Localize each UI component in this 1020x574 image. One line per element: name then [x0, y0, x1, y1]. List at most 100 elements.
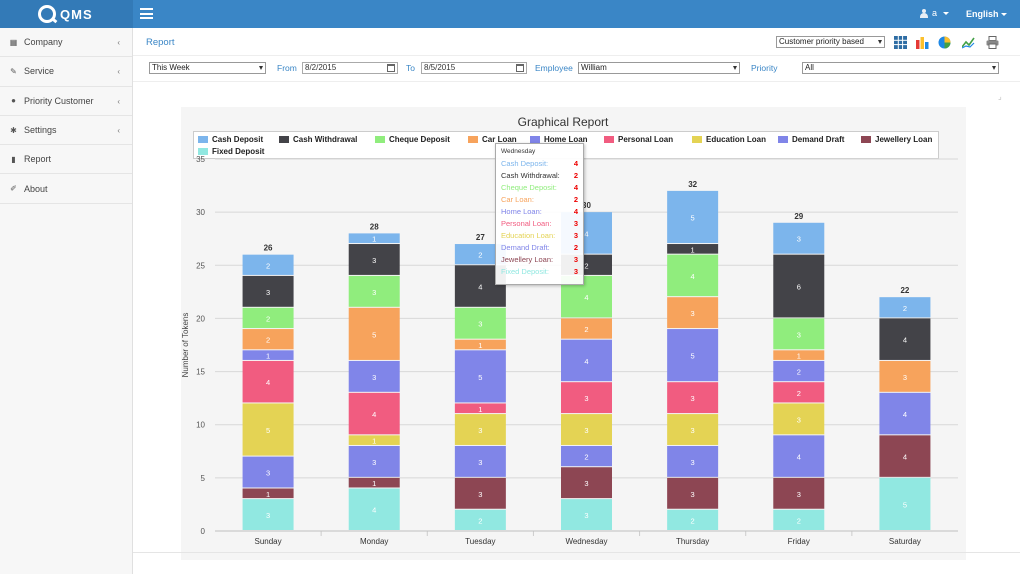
tooltip-value: 3	[573, 218, 578, 228]
bar-segment-label: 2	[903, 304, 907, 313]
legend-swatch	[279, 136, 289, 143]
calendar-icon[interactable]	[516, 64, 524, 72]
print-icon[interactable]	[986, 36, 999, 49]
bar-segment-label: 3	[691, 394, 695, 403]
priority-select[interactable]: All	[802, 62, 999, 74]
tooltip-label: Personal Loan:	[501, 218, 552, 228]
menu-toggle-icon[interactable]	[140, 8, 153, 19]
bar-segment	[773, 382, 825, 403]
chevron-down-icon	[259, 66, 263, 70]
sidebar-item-label: Priority Customer	[24, 95, 94, 106]
tooltip-row: Cheque Deposit: 4	[501, 181, 578, 193]
legend-item[interactable]: Jewellery Loan	[861, 135, 932, 144]
bar-segment	[454, 403, 506, 414]
y-tick-label: 20	[196, 314, 205, 323]
tooltip-row: Fixed Deposit: 3	[501, 265, 578, 277]
app-logo[interactable]: QMS	[38, 3, 93, 25]
line-chart-icon[interactable]	[962, 36, 975, 49]
report-type-select[interactable]: Customer priority based	[776, 36, 885, 48]
bar-segment	[667, 190, 719, 244]
top-navbar: QMS a English	[0, 0, 1020, 28]
bar-segment-label: 2	[797, 368, 801, 377]
sidebar-item-settings[interactable]: ✱ Settings ‹	[0, 116, 132, 146]
bar-segment	[242, 403, 294, 456]
sidebar-item-about[interactable]: ✐ About	[0, 174, 132, 204]
bar-segment-label: 5	[691, 213, 695, 222]
bar-total-label: 29	[794, 212, 803, 221]
sidebar-item-priority-customer[interactable]: ● Priority Customer ‹	[0, 87, 132, 116]
bar-segment	[454, 414, 506, 445]
bar-segment	[773, 254, 825, 318]
y-tick-label: 5	[201, 474, 206, 483]
bar-segment	[773, 318, 825, 350]
bar-segment-label: 3	[691, 490, 695, 499]
language-menu[interactable]: English	[966, 9, 1007, 19]
legend-item[interactable]: Personal Loan	[604, 135, 673, 144]
x-tick-label: Wednesday	[565, 537, 607, 546]
sidebar-item-label: Company	[24, 37, 63, 48]
legend-item[interactable]: Car Loan	[468, 135, 517, 144]
caret-down-icon	[1000, 12, 1007, 16]
legend-item[interactable]: Education Loan	[692, 135, 766, 144]
bar-segment-label: 2	[797, 389, 801, 398]
tooltip-value: 3	[573, 266, 578, 276]
tooltip-value: 4	[573, 182, 578, 192]
bar-segment-label: 4	[903, 336, 907, 345]
y-tick-label: 10	[196, 421, 205, 430]
period-value: This Week	[152, 63, 190, 72]
bar-segment	[561, 499, 612, 530]
legend-item[interactable]: Home Loan	[530, 135, 588, 144]
y-tick-label: 0	[201, 527, 206, 536]
legend-label: Education Loan	[706, 135, 766, 144]
tooltip-value: 2	[573, 194, 578, 204]
user-icon	[919, 8, 928, 18]
legend-label: Fixed Deposit	[212, 147, 265, 156]
bar-segment-label: 4	[584, 229, 588, 238]
breadcrumb-report-link[interactable]: Report	[146, 37, 175, 48]
bar-segment	[454, 445, 506, 477]
legend-item[interactable]: Cash Withdrawal	[279, 135, 357, 144]
bar-segment-label: 3	[266, 469, 270, 478]
bar-segment-label: 3	[584, 394, 588, 403]
resize-handle-icon[interactable]: ⌟	[998, 92, 1002, 101]
tooltip-row: Cash Deposit: 4	[501, 157, 578, 169]
legend-swatch	[861, 136, 871, 143]
from-date-input[interactable]: 8/2/2015	[302, 62, 398, 74]
bar-segment-label: 1	[478, 405, 482, 414]
bar-segment-label: 4	[372, 410, 376, 419]
report-type-value: Customer priority based	[779, 37, 864, 46]
bar-segment-label: 1	[372, 479, 376, 488]
legend-item[interactable]: Fixed Deposit	[198, 147, 264, 156]
tooltip-label: Fixed Deposit:	[501, 266, 549, 276]
to-date-input[interactable]: 8/5/2015	[421, 62, 527, 74]
sidebar-item-company[interactable]: ▦ Company ‹	[0, 28, 132, 58]
tooltip-label: Cash Deposit:	[501, 158, 549, 168]
bar-segment	[348, 477, 400, 488]
grid-view-icon[interactable]	[894, 36, 907, 49]
bar-segment-label: 3	[266, 288, 270, 297]
employee-select[interactable]: William	[578, 62, 740, 74]
legend-item[interactable]: Demand Draft	[778, 135, 844, 144]
calendar-icon[interactable]	[387, 64, 395, 72]
bar-segment-label: 4	[478, 283, 482, 292]
period-select[interactable]: This Week	[149, 62, 266, 74]
tooltip-row: Jewellery Loan: 3	[501, 253, 578, 265]
tooltip-row: Cash Withdrawal: 2	[501, 169, 578, 181]
sidebar-item-report[interactable]: ▮ Report	[0, 145, 132, 175]
bar-segment-label: 2	[584, 261, 588, 270]
bar-segment	[348, 307, 400, 360]
bar-segment-label: 2	[266, 336, 270, 345]
bar-segment	[242, 307, 294, 329]
bar-segment	[348, 445, 400, 477]
user-menu[interactable]: a	[919, 8, 950, 18]
legend-swatch	[778, 136, 788, 143]
legend-item[interactable]: Cash Deposit	[198, 135, 263, 144]
footer-divider	[133, 552, 1020, 553]
bar-segment	[561, 382, 612, 414]
legend-item[interactable]: Cheque Deposit	[375, 135, 450, 144]
sidebar-item-service[interactable]: ✎ Service ‹	[0, 57, 132, 87]
pie-chart-icon[interactable]	[938, 36, 951, 49]
from-date-value: 8/2/2015	[305, 63, 337, 72]
bar-chart-icon[interactable]	[916, 36, 929, 49]
x-tick-label: Saturday	[889, 537, 921, 546]
